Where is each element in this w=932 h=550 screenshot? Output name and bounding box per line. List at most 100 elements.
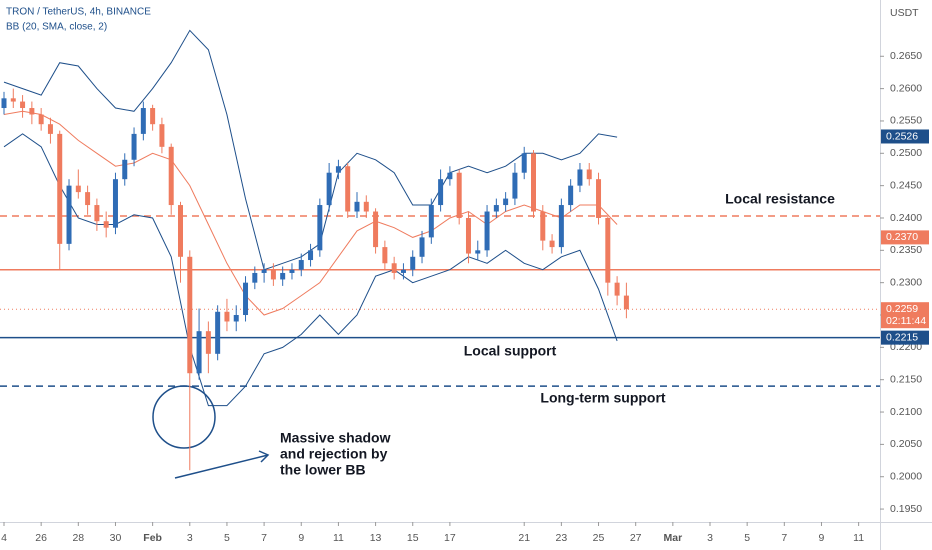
candle-body [549,240,555,248]
bb-basis [3,110,618,316]
y-tick-label: 0.2300 [890,276,922,288]
y-tick-label: 0.2500 [890,147,922,159]
shadow-note: and rejection by [280,446,388,462]
candle-body [614,282,620,296]
x-tick-label: 11 [333,532,344,544]
candle-body [187,256,193,374]
candle-body [558,205,564,248]
x-tick-label: 17 [444,532,456,544]
candle-body [224,311,230,322]
candle-body [605,217,611,283]
candle-body [410,256,416,270]
x-tick-label: 5 [224,532,230,544]
candle-body [243,282,249,316]
countdown-label: 02:11:44 [886,315,926,327]
candle-body [66,185,72,244]
y-tick-label: 0.2050 [890,438,922,450]
candle-body [94,205,100,222]
price-box-label: 0.2215 [886,331,918,343]
candle-body [261,269,267,273]
price-box-label: 0.2526 [886,130,918,142]
candle-body [335,166,341,173]
y-tick-label: 0.2100 [890,406,922,418]
candle-body [382,247,388,264]
candle-body [168,146,174,206]
candle-body [112,179,118,228]
candle-body [20,101,26,109]
level-label: Local support [464,343,557,359]
candle-body [289,269,295,273]
candle-body [233,315,239,322]
candle-body [391,263,397,273]
candle-body [447,172,453,180]
candle-body [1,98,7,109]
candle-body [205,331,211,354]
price-box [881,330,929,345]
candle-body [177,205,183,257]
candle-body [428,205,434,238]
candle-body [215,311,221,354]
candle-body [530,153,536,212]
y-tick-label: 0.1950 [890,503,922,515]
x-tick-label: 7 [781,532,787,544]
candle-body [252,272,258,283]
arrow [174,454,269,479]
candle-body [29,108,35,115]
candle-body [363,201,369,212]
candle-body [47,124,53,134]
indicator-label: BB (20, SMA, close, 2) [6,22,107,33]
x-tick-label: 25 [593,532,605,544]
candle-body [140,108,146,134]
x-tick-label: 11 [853,532,864,544]
level-label: Local resistance [725,191,835,207]
x-tick-label: 9 [298,532,304,544]
price-box [881,129,929,144]
candle-body [521,153,527,173]
candle-body [484,211,490,251]
price-box [881,230,929,245]
candle-body [540,211,546,241]
candle-body [577,169,583,186]
candle-body [131,133,137,160]
shadow-note: the lower BB [280,462,366,478]
candle-body [308,250,314,261]
candle-body [465,217,471,254]
candle-body [159,124,165,147]
level-label: Long-term support [540,390,666,406]
candle-body [75,185,81,193]
y-tick-label: 0.2350 [890,244,922,256]
x-tick-label: 3 [187,532,193,544]
x-tick-label: 28 [72,532,84,544]
arrow-head [258,450,270,463]
x-tick-label: 3 [707,532,713,544]
chart-title: TRON / TetherUS, 4h, BINANCE [6,7,151,18]
y-tick-label: 0.2150 [890,373,922,385]
x-tick-label: 30 [110,532,122,544]
x-tick-label: 15 [407,532,419,544]
x-tick-label: 4 [1,532,7,544]
y-tick-label: 0.2450 [890,179,922,191]
candle-body [400,269,406,273]
candle-body [10,98,16,102]
candle-body [596,179,602,218]
candle-body [568,185,574,206]
y-tick-label: 0.2550 [890,115,922,127]
price-box-label: 0.2370 [886,231,918,243]
candle-body [345,166,351,212]
candle-body [270,269,276,280]
candle-body [475,250,481,254]
candle-body [456,172,462,218]
price-box-label: 0.2259 [886,303,918,315]
candle-body [196,331,202,374]
x-tick-label: Feb [143,532,162,544]
candle-body [122,159,128,180]
candle-body [280,272,286,280]
candle-body [298,260,304,270]
candle-body [354,201,360,212]
candle-body [623,295,629,310]
x-tick-label: 27 [630,532,642,544]
shadow-note: Massive shadow [280,430,391,446]
y-tick-label: 0.2650 [890,50,922,62]
